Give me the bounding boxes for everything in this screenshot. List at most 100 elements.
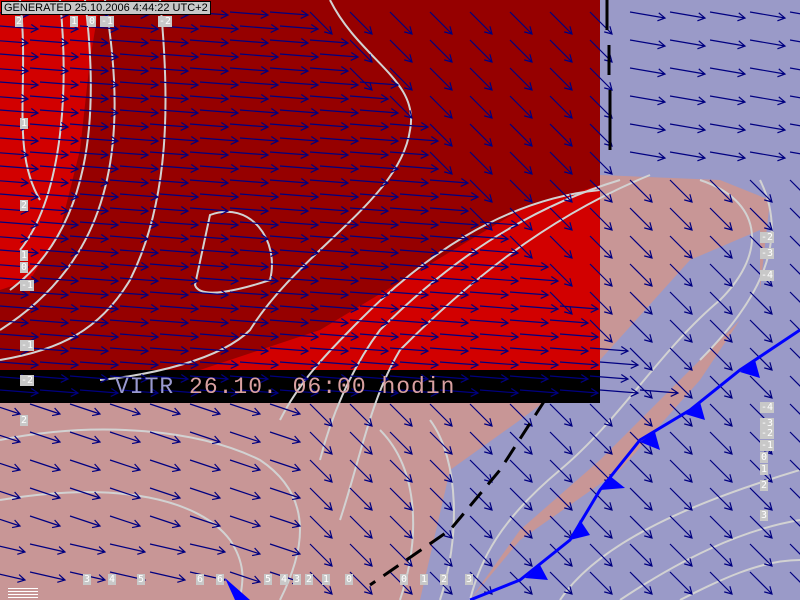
wind-arrow (789, 263, 800, 275)
wind-arrow (589, 151, 613, 175)
wind-arrow (159, 359, 200, 369)
wind-arrow (69, 37, 110, 47)
wind-arrow (309, 515, 333, 539)
wind-arrow (359, 359, 400, 369)
contour-label: 1 (760, 464, 769, 475)
wind-arrow (229, 431, 262, 445)
wind-arrow (39, 303, 80, 313)
wind-arrow (29, 121, 70, 131)
wind-arrow (589, 543, 613, 567)
wind-arrow (0, 191, 40, 201)
wind-arrow (789, 487, 800, 499)
wind-arrow (0, 434, 22, 445)
wind-arrow (29, 345, 70, 355)
wind-arrow (29, 543, 67, 555)
contour-label: 1 (322, 574, 331, 585)
wind-arrow (509, 39, 533, 63)
contour-label: 6 (196, 574, 205, 585)
wind-arrow (119, 51, 160, 61)
wind-arrow (669, 151, 707, 162)
wind-arrow (229, 65, 270, 75)
wind-arrow (279, 163, 320, 173)
wind-arrow (359, 247, 400, 257)
wind-arrow (429, 543, 453, 567)
wind-arrow (79, 163, 120, 173)
wind-arrow (159, 79, 200, 89)
wind-arrow (229, 177, 270, 187)
wind-arrow (309, 571, 333, 595)
wind-arrow (399, 135, 440, 145)
wind-arrow (79, 107, 120, 117)
wind-arrow (119, 79, 160, 89)
wind-arrow (279, 135, 320, 145)
wind-arrow (109, 121, 150, 131)
wind-arrows (0, 9, 800, 595)
wind-arrow (629, 291, 653, 315)
wind-arrow (239, 303, 280, 313)
wind-arrow (39, 359, 80, 369)
contour-label: 3 (465, 574, 474, 585)
wind-arrow (149, 515, 182, 529)
wind-arrow (589, 571, 613, 595)
contour-label: 1 (20, 118, 29, 129)
wind-arrow (389, 39, 413, 63)
wind-arrow (229, 345, 270, 355)
wind-arrow (669, 319, 693, 343)
wind-arrow (279, 23, 320, 33)
wind-arrow (469, 123, 493, 147)
generated-timestamp: GENERATED 25.10.2006 4:44:22 UTC+2 (1, 1, 211, 15)
field-name: VITR (115, 374, 175, 400)
contour-label: 0 (345, 574, 354, 585)
wind-arrow (349, 459, 373, 483)
wind-arrow (189, 289, 230, 299)
wind-arrow (119, 387, 160, 397)
wind-arrow (389, 543, 413, 567)
wind-arrow (709, 95, 747, 106)
wind-arrow (549, 11, 573, 35)
wind-arrow (429, 459, 453, 483)
wind-arrow (389, 67, 413, 91)
wind-arrow (469, 543, 493, 567)
wind-arrow (109, 233, 150, 243)
wind-arrow (229, 403, 262, 417)
wind-arrow (389, 11, 413, 35)
wind-arrow (549, 373, 590, 383)
wind-arrow (749, 11, 787, 22)
trough-line (369, 399, 547, 587)
wind-arrow (159, 51, 200, 61)
wind-arrow (429, 233, 470, 243)
wind-arrow (479, 275, 520, 285)
wind-arrow (709, 123, 747, 134)
wind-arrow (189, 233, 230, 243)
wind-arrow (559, 387, 600, 397)
wind-arrow (469, 317, 510, 327)
cold-front-line (469, 328, 800, 600)
wind-arrow (29, 571, 67, 583)
wind-arrow (109, 177, 150, 187)
wind-arrow (69, 261, 110, 271)
wind-arrow (429, 177, 470, 187)
contour-line (619, 519, 800, 600)
wind-arrow (149, 571, 187, 583)
wind-arrow (199, 331, 240, 341)
wind-arrow (669, 11, 707, 22)
wind-arrow (359, 107, 400, 117)
wind-arrow (29, 149, 70, 159)
wind-arrow (269, 289, 310, 299)
contour-label: 3 (293, 574, 302, 585)
contour-label: -4 (760, 270, 775, 281)
wind-arrow (629, 571, 653, 595)
wind-arrow (469, 403, 493, 427)
contour-label: 2 (440, 574, 449, 585)
wind-arrow (429, 151, 453, 175)
wind-arrow (519, 331, 560, 341)
wind-arrow (469, 373, 510, 383)
wind-arrow (0, 303, 40, 313)
wind-arrow (469, 67, 493, 91)
wind-arrow (669, 543, 693, 567)
wind-arrow (629, 431, 653, 455)
wind-arrow (439, 359, 480, 369)
wind-arrow (789, 67, 800, 71)
wind-arrow (479, 303, 520, 313)
wind-arrow (469, 345, 510, 355)
